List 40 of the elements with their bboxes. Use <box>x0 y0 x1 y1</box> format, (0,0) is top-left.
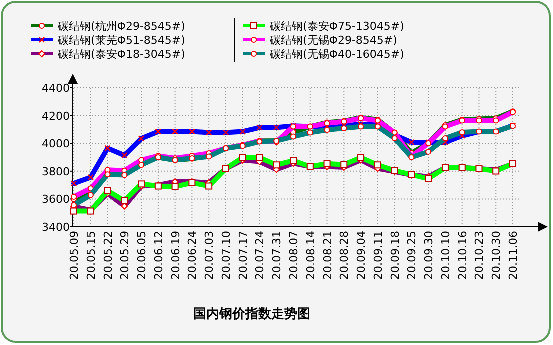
x-tick-label: 20.09.11 <box>372 231 385 280</box>
x-tick-label: 20.08.21 <box>321 231 334 280</box>
y-tick-label: 3400 <box>42 221 70 234</box>
x-tick-label: 20.10.10 <box>439 231 452 280</box>
x-tick-label: 20.06.12 <box>152 231 166 280</box>
x-tick-label: 20.09.18 <box>388 231 402 280</box>
x-tick-label: 20.05.15 <box>84 231 98 280</box>
y-tick-label: 3600 <box>42 193 70 206</box>
x-tick-label: 20.07.10 <box>220 231 233 280</box>
x-tick-label: 20.09.04 <box>355 231 368 280</box>
legend-label: 碳结钢(泰安Φ18-3045#) <box>57 48 186 61</box>
legend-label: 碳结钢(泰安Φ75-13045#) <box>269 20 404 33</box>
x-tick-label: 20.09.30 <box>422 231 436 280</box>
x-tick-label: 20.08.14 <box>304 231 318 280</box>
x-tick-label: 20.08.07 <box>288 231 300 280</box>
x-tick-label: 20.07.24 <box>254 231 267 280</box>
legend-label: 碳结钢(莱芜Φ51-8545#) <box>57 34 186 47</box>
y-tick-label: 4000 <box>42 138 70 151</box>
x-tick-label: 20.11.06 <box>507 231 520 280</box>
x-tick-label: 20.09.25 <box>406 231 419 280</box>
legend-label: 碳结钢(无锡Φ40-16045#) <box>269 48 404 61</box>
x-tick-label: 20.10.30 <box>490 231 504 280</box>
text: 国内钢价指数走势图 <box>194 306 310 322</box>
x-tick-label: 20.10.16 <box>456 231 470 280</box>
x-tick-label: 20.05.22 <box>102 231 115 280</box>
x-tick-label: 20.07.31 <box>270 231 284 280</box>
x-tick-label: 20.06.24 <box>186 231 200 280</box>
y-tick-label: 3800 <box>42 165 70 178</box>
x-tick-label: 20.08.28 <box>338 231 352 280</box>
y-tick-label: 4400 <box>42 82 70 95</box>
x-tick-label: 20.07.03 <box>203 231 216 280</box>
x-tick-label: 20.05.09 <box>68 231 81 280</box>
x-tick-label: 20.10.23 <box>473 231 486 280</box>
x-tick-label: 20.07.17 <box>236 231 250 280</box>
x-tick-label: 20.06.05 <box>136 231 149 280</box>
x-tick-label: 20.05.29 <box>118 231 132 280</box>
x-tick-label: 20.06.19 <box>169 231 182 280</box>
legend-label: 碳结钢(无锡Φ29-8545#) <box>269 34 398 47</box>
legend-label: 碳结钢(杭州Φ29-8545#) <box>57 20 186 33</box>
y-tick-label: 4200 <box>42 110 70 123</box>
